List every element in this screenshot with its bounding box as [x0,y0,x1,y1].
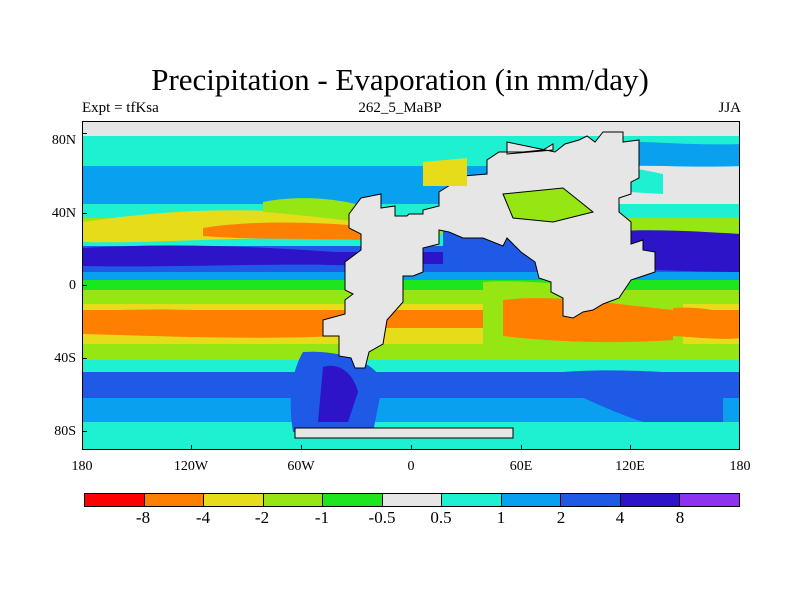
lon-tick [630,445,631,450]
lat-tick [82,285,87,286]
lon-label-0: 0 [407,459,415,474]
lat-tick [82,213,87,214]
lat-label-eq: 0 [69,278,76,293]
lat-tick [82,133,87,134]
pe-contour-map [82,121,740,450]
colorbar-box [323,494,383,506]
colorbar-label: 4 [615,508,625,527]
colorbar-box [501,494,562,506]
lat-label-40n: 40N [51,206,76,221]
colorbar-box [620,494,681,506]
colorbar-label: 8 [675,508,685,527]
colorbar-box [561,494,621,506]
colorbar-label: -8 [135,508,151,527]
colorbar-box [204,494,264,506]
lon-tick [191,445,192,450]
colorbar-label: -0.5 [368,508,396,527]
lon-label-60e: 60E [509,459,533,474]
colorbar-box [144,494,205,506]
lat-label-80s: 80S [54,424,76,439]
colorbar-box [85,494,145,506]
colorbar-box [263,494,324,506]
colorbar [84,493,740,507]
lat-tick [82,431,87,432]
colorbar-label: -4 [195,508,211,527]
lon-label-180e: 180 [729,459,751,474]
lat-label-80n: 80N [51,133,76,148]
plot-title: Precipitation - Evaporation (in mm/day) [151,62,649,97]
lon-label-180w: 180 [71,459,93,474]
lat-label-40s: 40S [54,351,76,366]
lon-tick [411,445,412,450]
period-label: 262_5_MaBP [358,100,442,116]
colorbar-box [680,494,740,506]
colorbar-label: 2 [556,508,566,527]
lon-label-120w: 120W [173,459,209,474]
map-field [83,122,739,449]
colorbar-label: -2 [254,508,270,527]
experiment-label: Expt = tfKsa [82,100,159,116]
colorbar-box [382,494,443,506]
lon-label-120e: 120E [615,459,645,474]
colorbar-box [442,494,502,506]
lon-tick [521,445,522,450]
colorbar-label: -1 [314,508,330,527]
lat-tick [82,358,87,359]
colorbar-label: 0.5 [430,508,452,527]
season-label: JJA [718,100,741,116]
lon-tick [301,445,302,450]
lon-label-60w: 60W [287,459,315,474]
colorbar-label: 1 [496,508,506,527]
